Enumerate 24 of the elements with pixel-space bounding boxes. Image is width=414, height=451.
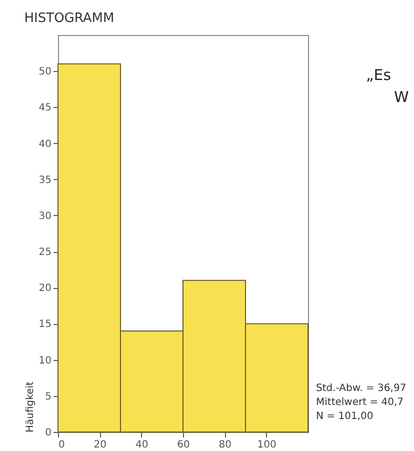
y-tick-label: 35 bbox=[38, 174, 52, 186]
text: Std.-Abw. = 36,97 bbox=[316, 383, 406, 394]
x-tick-label: 40 bbox=[135, 440, 148, 450]
text: Mittelwert = 40,7 bbox=[316, 397, 404, 408]
x-tick-label: 100 bbox=[257, 440, 276, 450]
y-tick-label: 40 bbox=[38, 138, 52, 150]
x-tick-label: 60 bbox=[177, 440, 190, 450]
y-axis-title: Häufigkeit bbox=[24, 382, 36, 432]
y-tick-label: 25 bbox=[38, 247, 52, 258]
y-tick-label: 15 bbox=[38, 319, 52, 330]
text: W bbox=[394, 88, 409, 106]
text: N = 101,00 bbox=[316, 411, 374, 422]
y-tick-label: 30 bbox=[38, 210, 52, 222]
y-tick-label: 5 bbox=[45, 391, 52, 402]
y-tick-label: 20 bbox=[38, 283, 52, 294]
x-tick-label: 0 bbox=[58, 440, 65, 450]
x-tick-label: 80 bbox=[218, 440, 232, 450]
text: „Es bbox=[366, 66, 392, 84]
x-tick-label: 20 bbox=[94, 440, 107, 450]
y-tick-label: 10 bbox=[38, 355, 52, 366]
y-tick-label: 50 bbox=[38, 66, 52, 78]
y-tick-label: 45 bbox=[38, 102, 52, 114]
y-tick-label: 0 bbox=[45, 428, 52, 438]
chart-title: HISTOGRAMM bbox=[24, 11, 114, 26]
